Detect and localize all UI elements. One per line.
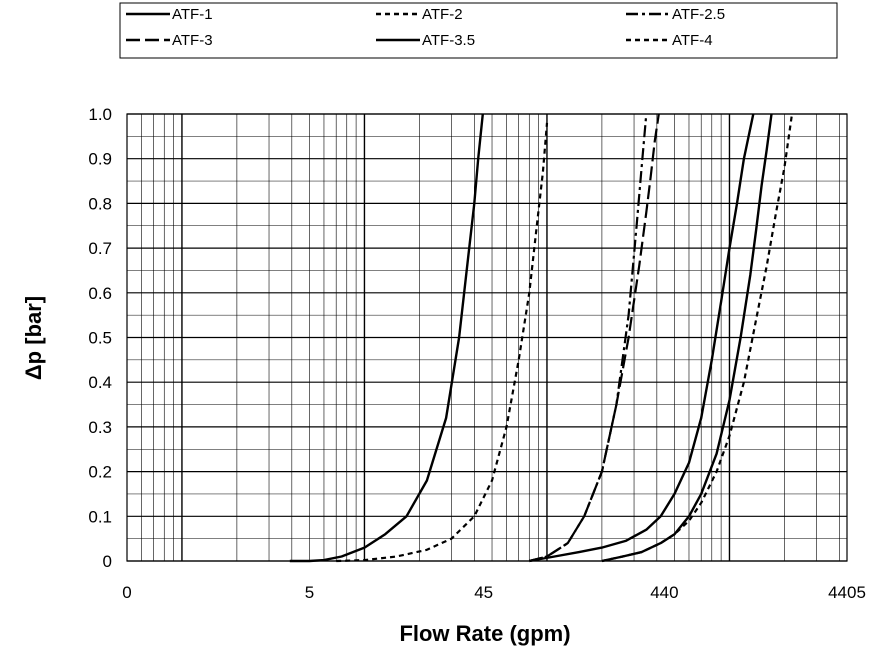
- y-tick-label: 0.3: [88, 418, 112, 437]
- y-tick-label: 0.6: [88, 284, 112, 303]
- y-tick-label: 0.7: [88, 239, 112, 258]
- x-tick-label: 440: [650, 583, 678, 602]
- series-line-atf-2: [336, 122, 549, 563]
- x-axis-title: Flow Rate (gpm): [399, 621, 570, 646]
- legend-label: ATF-3: [172, 32, 213, 49]
- y-tick-labels: 0 0.1 0.2 0.3 0.4 0.5 0.6 0.7 0.8 0.9 1.0: [88, 105, 112, 571]
- series-line-atf-1: [289, 113, 484, 563]
- x-tick-label: 4405: [828, 583, 866, 602]
- y-tick-label: 0.1: [88, 507, 112, 526]
- legend-box: [119, 2, 838, 59]
- legend-label: ATF-2.5: [672, 6, 725, 23]
- legend: ATF-1 ATF-2 ATF-2.5 ATF-3 ATF-3.5 ATF-4: [119, 2, 838, 59]
- y-tick-label: 0: [103, 552, 112, 571]
- y-tick-label: 1.0: [88, 105, 112, 124]
- x-tick-label: 45: [474, 583, 493, 602]
- legend-label: ATF-4: [672, 32, 713, 49]
- legend-label: ATF-3.5: [422, 32, 475, 49]
- y-axis-title: Δp [bar]: [21, 296, 46, 380]
- legend-label: ATF-1: [172, 6, 213, 23]
- x-tick-label: 0: [122, 583, 131, 602]
- y-tick-label: 0.4: [88, 373, 112, 392]
- y-tick-label: 0.8: [88, 194, 112, 213]
- plot-frame: [126, 113, 848, 562]
- y-tick-label: 0.9: [88, 150, 112, 169]
- y-tick-label: 0.5: [88, 329, 112, 348]
- series-line-atf-3-5: [601, 113, 773, 563]
- y-tick-label: 0.2: [88, 463, 112, 482]
- legend-label: ATF-2: [422, 6, 463, 23]
- grid: [127, 113, 847, 562]
- x-tick-labels: 0 5 45 440 4405: [122, 583, 866, 602]
- series-line-atf-3: [529, 113, 660, 563]
- series-group: [289, 113, 794, 563]
- x-tick-label: 5: [305, 583, 314, 602]
- series-line-atf-3-5: [529, 113, 755, 563]
